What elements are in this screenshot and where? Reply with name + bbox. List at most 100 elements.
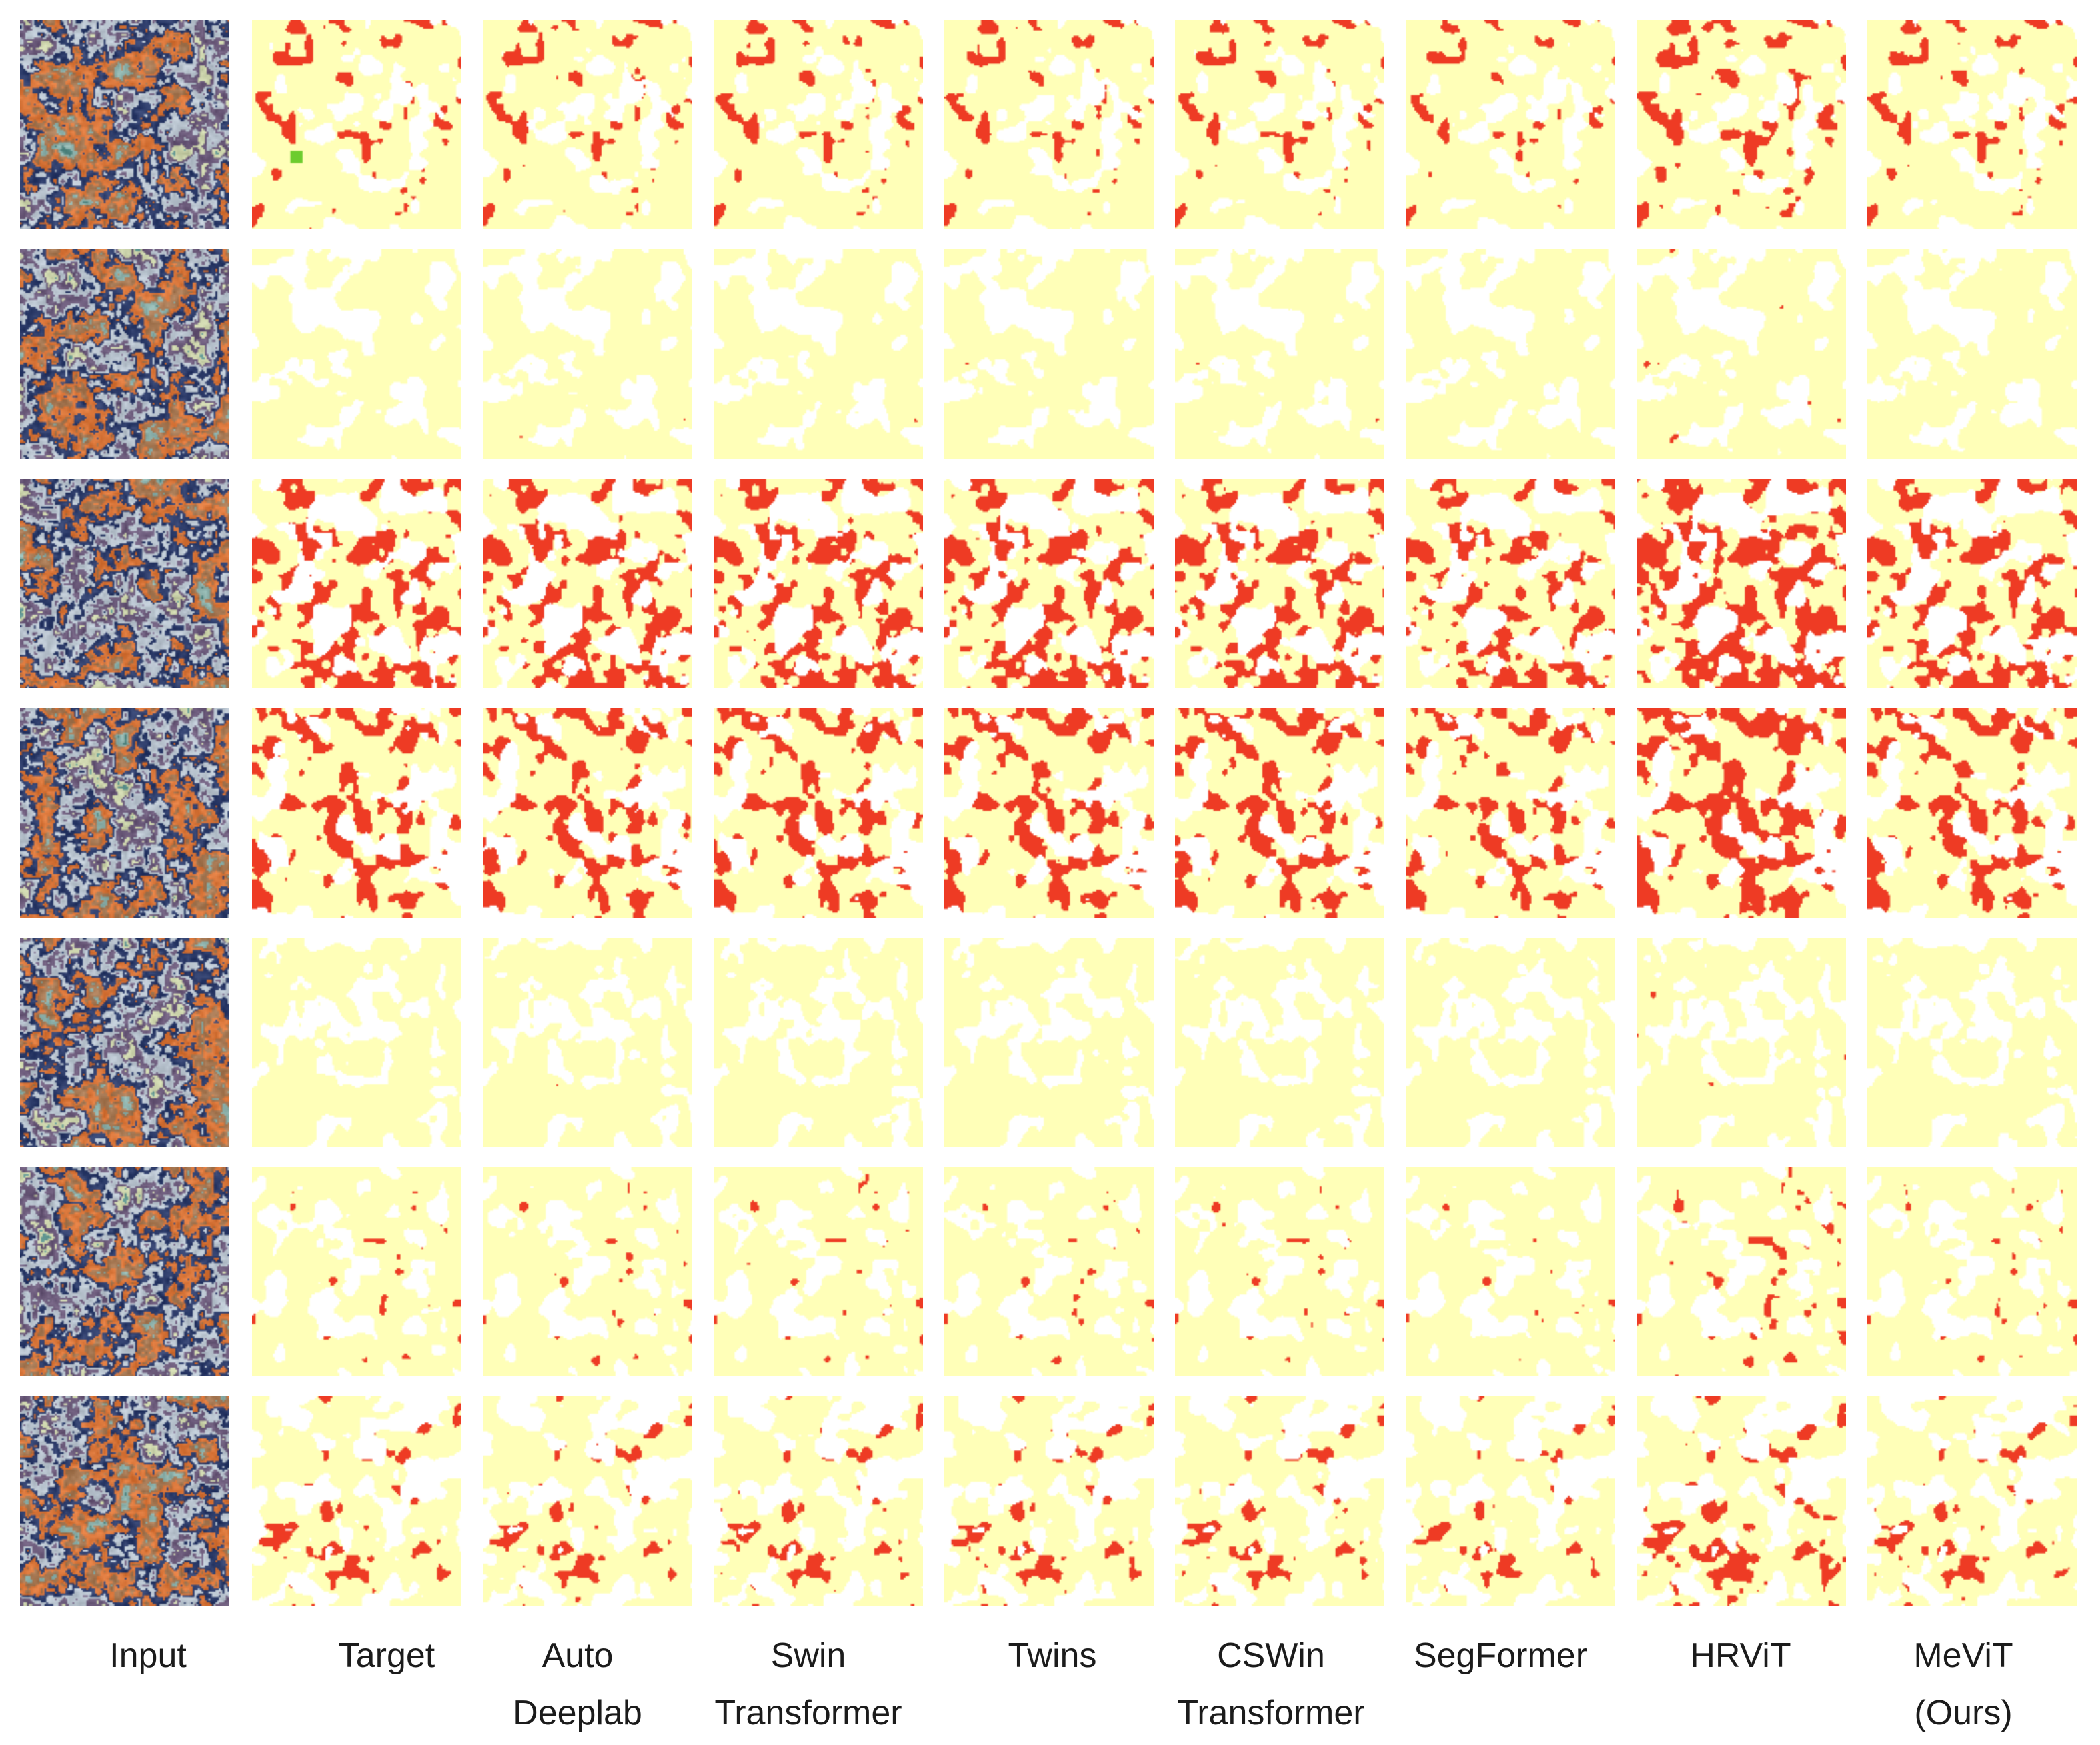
tile-target-row-4 (252, 708, 461, 918)
tile-swin-row-3 (714, 479, 923, 688)
tile-cswin-row-1 (1175, 20, 1384, 229)
tile-segformer-row-5 (1406, 938, 1615, 1147)
tile-cswin-row-5 (1175, 938, 1384, 1147)
segmentation-map (252, 708, 461, 918)
tile-segformer-row-4 (1406, 708, 1615, 918)
tile-twins-row-5 (944, 938, 1154, 1147)
tile-autodeeplab-row-3 (483, 479, 692, 688)
tile-twins-row-7 (944, 1396, 1154, 1606)
tile-hrvit-row-1 (1637, 20, 1846, 229)
column-label-target: Target (338, 1636, 435, 1675)
segmentation-map (1867, 708, 2077, 918)
tile-target-row-7 (252, 1396, 461, 1606)
tile-input-row-2 (20, 249, 229, 459)
tile-input-row-1 (20, 20, 229, 229)
tile-cswin-row-4 (1175, 708, 1384, 918)
segmentation-map (252, 479, 461, 688)
satellite-image (20, 708, 229, 918)
tile-swin-row-5 (714, 938, 923, 1147)
tile-twins-row-2 (944, 249, 1154, 459)
segmentation-map (1175, 1396, 1384, 1606)
tile-mevit-row-6 (1867, 1167, 2077, 1376)
tile-segformer-row-2 (1406, 249, 1615, 459)
tile-hrvit-row-5 (1637, 938, 1846, 1147)
tile-cswin-row-2 (1175, 249, 1384, 459)
segmentation-map (1406, 708, 1615, 918)
segmentation-map (1175, 479, 1384, 688)
tile-segformer-row-3 (1406, 479, 1615, 688)
segmentation-map (1637, 1396, 1846, 1606)
tile-input-row-7 (20, 1396, 229, 1606)
column-label-input: Input (109, 1636, 187, 1675)
column-label-mevit: MeViT (Ours) (1913, 1636, 2013, 1732)
segmentation-map (944, 938, 1154, 1147)
segmentation-map (483, 708, 692, 918)
segmentation-map (483, 1167, 692, 1376)
satellite-image (20, 1167, 229, 1376)
segmentation-map (252, 20, 461, 229)
segmentation-map (252, 249, 461, 459)
tile-twins-row-3 (944, 479, 1154, 688)
segmentation-map (1175, 938, 1384, 1147)
column-label-twins: Twins (1008, 1636, 1097, 1675)
column-label-hrvit: HRViT (1690, 1636, 1791, 1675)
tile-twins-row-1 (944, 20, 1154, 229)
tile-target-row-3 (252, 479, 461, 688)
tile-swin-row-4 (714, 708, 923, 918)
segmentation-map (1867, 249, 2077, 459)
segmentation-map (1637, 479, 1846, 688)
tile-autodeeplab-row-5 (483, 938, 692, 1147)
tile-mevit-row-7 (1867, 1396, 2077, 1606)
satellite-image (20, 249, 229, 459)
tile-target-row-2 (252, 249, 461, 459)
tile-input-row-3 (20, 479, 229, 688)
tile-mevit-row-1 (1867, 20, 2077, 229)
segmentation-map (944, 479, 1154, 688)
segmentation-map (483, 479, 692, 688)
segmentation-map (944, 1396, 1154, 1606)
tile-input-row-6 (20, 1167, 229, 1376)
segmentation-map (483, 20, 692, 229)
segmentation-map (1175, 20, 1384, 229)
tile-segformer-row-1 (1406, 20, 1615, 229)
tile-segformer-row-7 (1406, 1396, 1615, 1606)
tile-autodeeplab-row-1 (483, 20, 692, 229)
segmentation-map (714, 1167, 923, 1376)
segmentation-map (714, 20, 923, 229)
segmentation-map (944, 20, 1154, 229)
segmentation-map (714, 938, 923, 1147)
column-label-segformer: SegFormer (1413, 1636, 1588, 1675)
tile-mevit-row-4 (1867, 708, 2077, 918)
tile-hrvit-row-6 (1637, 1167, 1846, 1376)
tile-swin-row-7 (714, 1396, 923, 1606)
segmentation-map (714, 479, 923, 688)
tile-mevit-row-3 (1867, 479, 2077, 688)
column-labels: Input Target Auto Deeplab Swin Transform… (0, 1627, 2100, 1745)
segmentation-map (483, 1396, 692, 1606)
segmentation-map (1406, 938, 1615, 1147)
segmentation-map (1175, 708, 1384, 918)
satellite-image (20, 479, 229, 688)
column-label-swin: Swin Transformer (714, 1636, 902, 1732)
tile-cswin-row-7 (1175, 1396, 1384, 1606)
segmentation-map (1637, 708, 1846, 918)
segmentation-map (1867, 1167, 2077, 1376)
segmentation-map (1406, 1167, 1615, 1376)
segmentation-map (944, 1167, 1154, 1376)
tile-cswin-row-3 (1175, 479, 1384, 688)
satellite-image (20, 938, 229, 1147)
segmentation-map (1867, 20, 2077, 229)
tile-segformer-row-6 (1406, 1167, 1615, 1376)
segmentation-map (714, 249, 923, 459)
segmentation-map (1175, 249, 1384, 459)
segmentation-map (1637, 1167, 1846, 1376)
tile-autodeeplab-row-6 (483, 1167, 692, 1376)
segmentation-map (1406, 20, 1615, 229)
segmentation-map (1406, 1396, 1615, 1606)
segmentation-map (252, 1396, 461, 1606)
segmentation-map (1406, 479, 1615, 688)
tile-input-row-4 (20, 708, 229, 918)
tile-autodeeplab-row-4 (483, 708, 692, 918)
segmentation-map (944, 708, 1154, 918)
